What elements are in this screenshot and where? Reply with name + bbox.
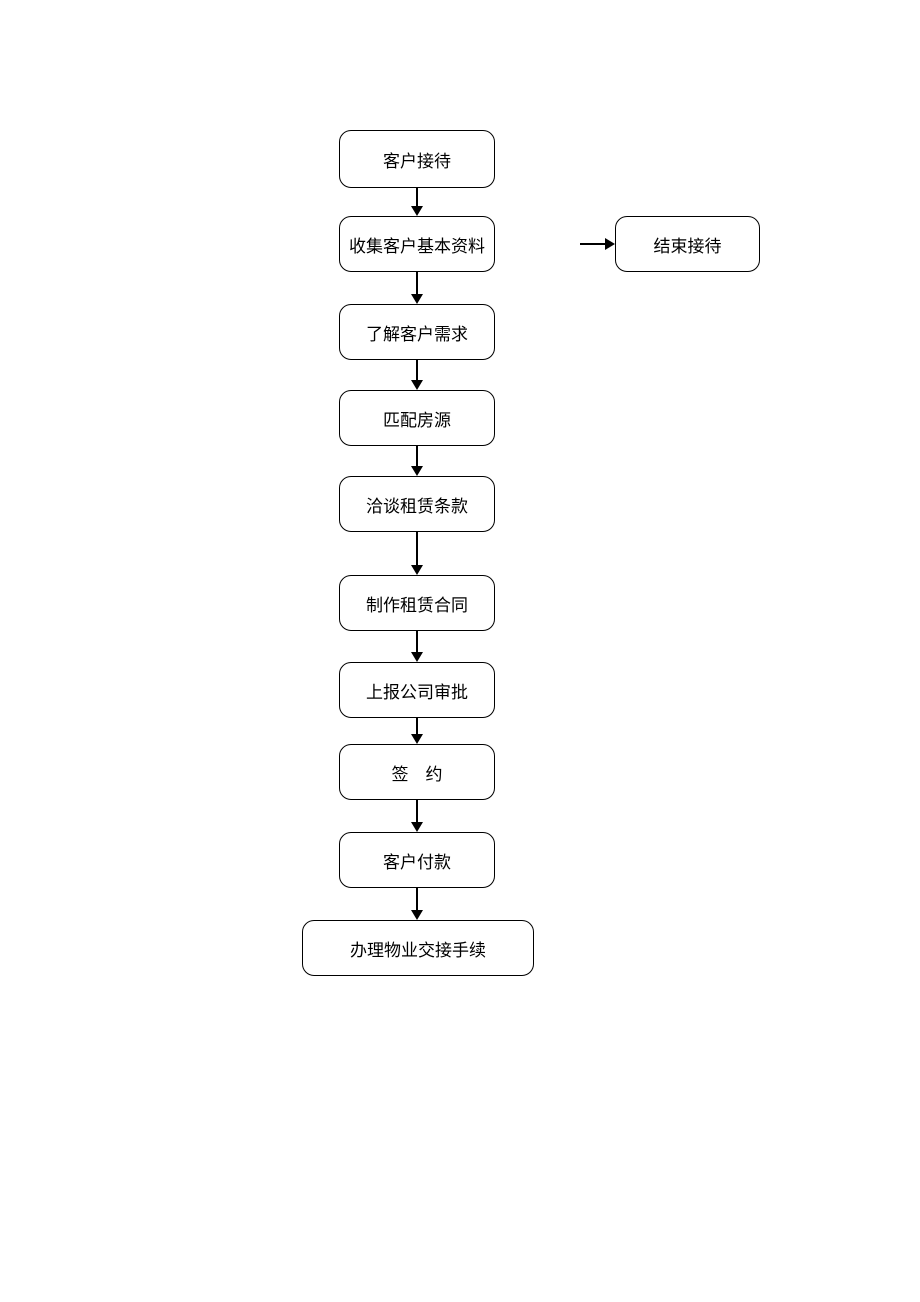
arrow-head-icon bbox=[605, 238, 615, 250]
flowchart-container: 客户接待收集客户基本资料了解客户需求匹配房源洽谈租赁条款制作租赁合同上报公司审批… bbox=[0, 0, 920, 1302]
node-label: 结束接待 bbox=[654, 232, 722, 257]
flowchart-node: 制作租赁合同 bbox=[339, 575, 495, 631]
arrow-head-icon bbox=[411, 565, 423, 575]
arrow-head-icon bbox=[411, 294, 423, 304]
flowchart-node: 了解客户需求 bbox=[339, 304, 495, 360]
node-label: 了解客户需求 bbox=[366, 320, 468, 345]
node-label: 收集客户基本资料 bbox=[349, 232, 485, 257]
flowchart-node: 客户接待 bbox=[339, 130, 495, 188]
arrow-line bbox=[416, 360, 418, 382]
arrow-line bbox=[416, 631, 418, 654]
flowchart-node: 收集客户基本资料 bbox=[339, 216, 495, 272]
node-label: 上报公司审批 bbox=[366, 678, 468, 703]
node-label: 洽谈租赁条款 bbox=[366, 492, 468, 517]
arrow-line bbox=[416, 446, 418, 468]
arrow-line bbox=[580, 243, 607, 245]
flowchart-node: 客户付款 bbox=[339, 832, 495, 888]
arrow-line bbox=[416, 800, 418, 824]
flowchart-node: 结束接待 bbox=[615, 216, 760, 272]
flowchart-node: 匹配房源 bbox=[339, 390, 495, 446]
flowchart-node: 办理物业交接手续 bbox=[302, 920, 534, 976]
flowchart-node: 上报公司审批 bbox=[339, 662, 495, 718]
node-label: 办理物业交接手续 bbox=[350, 936, 486, 961]
node-label: 签 约 bbox=[392, 760, 443, 785]
node-label: 制作租赁合同 bbox=[366, 591, 468, 616]
arrow-line bbox=[416, 888, 418, 912]
arrow-head-icon bbox=[411, 734, 423, 744]
arrow-head-icon bbox=[411, 910, 423, 920]
arrow-head-icon bbox=[411, 206, 423, 216]
arrow-line bbox=[416, 532, 418, 567]
flowchart-node: 洽谈租赁条款 bbox=[339, 476, 495, 532]
node-label: 客户付款 bbox=[383, 848, 451, 873]
arrow-line bbox=[416, 188, 418, 208]
arrow-head-icon bbox=[411, 380, 423, 390]
arrow-head-icon bbox=[411, 466, 423, 476]
node-label: 匹配房源 bbox=[383, 406, 451, 431]
arrow-line bbox=[416, 272, 418, 296]
flowchart-node: 签 约 bbox=[339, 744, 495, 800]
arrow-head-icon bbox=[411, 652, 423, 662]
node-label: 客户接待 bbox=[383, 147, 451, 172]
arrow-head-icon bbox=[411, 822, 423, 832]
